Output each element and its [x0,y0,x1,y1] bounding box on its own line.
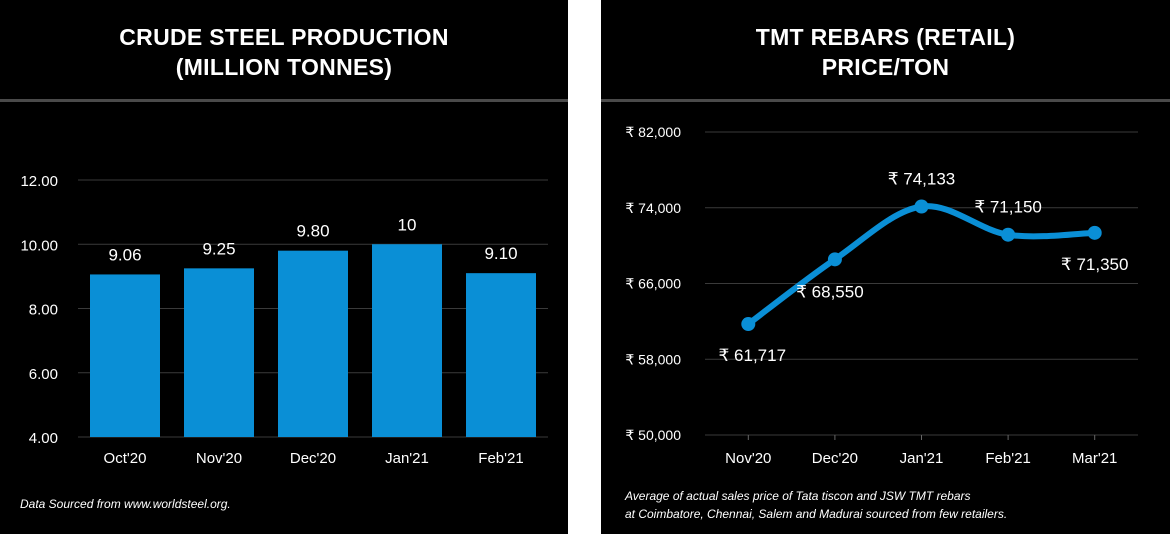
point-data-label: ₹ 61,717 [719,346,787,365]
data-point [1087,225,1102,240]
tmt-rebar-title-line2: PRICE/TON [821,54,950,80]
x-tick-label: Nov'20 [725,450,771,467]
point-data-label: ₹ 71,150 [974,198,1042,217]
crude-steel-bar-chart: 4.00 6.00 8.00 10.00 12.00 9.06 Oct'20 9.25 Nov'… [20,173,548,467]
y-tick-label: 8.00 [29,302,58,319]
tmt-rebar-title-line1: TMT REBARS (RETAIL) [755,24,1016,50]
crude-steel-title-line1: CRUDE STEEL PRODUCTION [119,24,449,50]
y-tick-label: ₹ 58,000 [625,351,681,367]
data-point [827,252,842,267]
y-tick-label: ₹ 74,000 [625,200,681,216]
point-data-label: ₹ 71,350 [1061,255,1129,274]
tmt-rebar-line-chart: ₹ 50,000 ₹ 58,000 ₹ 66,000 ₹ 74,000 ₹ 82,000… [625,124,1138,467]
y-tick-label: ₹ 82,000 [625,124,681,140]
price-method-note-line1: Average of actual sales price of Tata ti… [625,489,971,503]
y-tick-label: 4.00 [29,430,58,447]
crude-steel-chart-title: CRUDE STEEL PRODUCTION (MILLION TONNES) [0,22,568,82]
x-tick-label: Dec'20 [812,450,858,467]
price-method-note: Average of actual sales price of Tata ti… [625,487,1007,523]
price-series-line [745,203,1098,328]
x-tick-label: Oct'20 [104,450,147,467]
bar-data-label: 9.06 [108,245,141,264]
x-tick-label: Jan'21 [900,450,944,467]
x-tick-label: Jan'21 [385,450,429,467]
y-tick-label: ₹ 50,000 [625,427,681,443]
x-tick-label: Dec'20 [290,450,336,467]
bar [184,268,254,437]
x-tick-label: Nov'20 [196,450,242,467]
title-divider [601,99,1170,102]
crude-steel-panel: CRUDE STEEL PRODUCTION (MILLION TONNES) … [0,0,568,534]
data-point [914,199,929,214]
price-method-note-line2: at Coimbatore, Chennai, Salem and Madura… [625,507,1008,521]
data-point [741,317,756,332]
bar-data-label: 9.10 [484,244,517,263]
y-tick-label: 10.00 [20,237,58,254]
y-tick-label: ₹ 66,000 [625,276,681,292]
bar-data-label: 9.25 [202,239,235,258]
bar [90,274,160,437]
tmt-rebar-chart-title: TMT REBARS (RETAIL) PRICE/TON [601,22,1170,82]
y-tick-label: 6.00 [29,366,58,383]
tmt-rebar-panel: TMT REBARS (RETAIL) PRICE/TON ₹ 50,000 ₹ … [601,0,1170,534]
point-data-label: ₹ 68,550 [796,282,864,301]
x-tick-label: Mar'21 [1072,450,1117,467]
bar [466,273,536,437]
data-source-note: Data Sourced from www.worldsteel.org. [20,497,231,511]
title-divider [0,99,568,102]
bar-data-label: 10 [398,215,417,234]
x-tick-label: Feb'21 [478,450,523,467]
point-data-label: ₹ 74,133 [888,169,956,188]
bar-data-label: 9.80 [296,222,329,241]
data-point [1001,227,1016,242]
y-tick-label: 12.00 [20,173,58,190]
crude-steel-title-line2: (MILLION TONNES) [175,54,393,80]
x-tick-label: Feb'21 [985,450,1030,467]
bar [372,244,442,437]
bar [278,250,348,437]
